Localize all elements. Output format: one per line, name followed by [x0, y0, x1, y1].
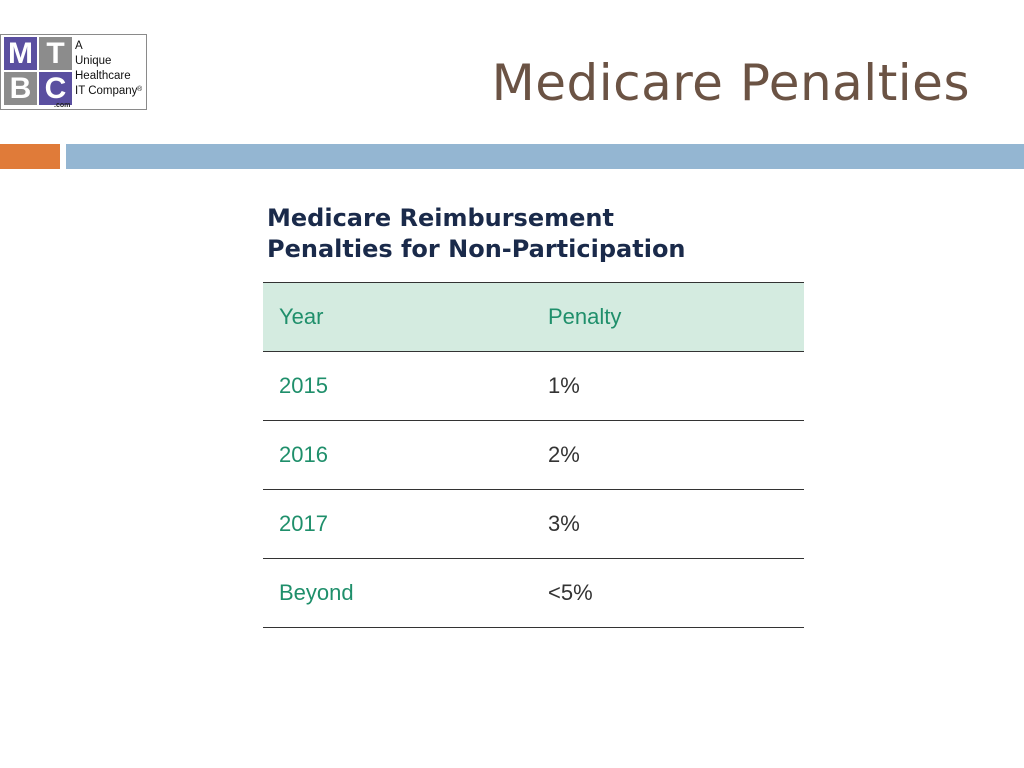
- registered-mark: ®: [137, 86, 143, 93]
- logo-tagline-line: Unique: [75, 55, 112, 67]
- logo-dotcom: .com: [54, 102, 71, 109]
- column-header-penalty: Penalty: [548, 304, 622, 329]
- company-logo: M T B C .com A Unique Healthcare IT Comp…: [0, 34, 147, 110]
- logo-letter-c: C: [39, 72, 72, 105]
- table-heading-line2: Penalties for Non-Participation: [267, 235, 686, 263]
- table-row: 2017 3%: [263, 490, 804, 559]
- table-header-row: Year Penalty: [263, 283, 804, 352]
- accent-bar-blue: [66, 144, 1024, 169]
- penalty-cell: 2%: [548, 442, 580, 467]
- logo-tagline-line: Healthcare: [75, 70, 131, 82]
- column-header-year: Year: [279, 304, 324, 329]
- accent-bar-orange: [0, 144, 60, 169]
- logo-tagline-line: IT Company: [75, 85, 138, 97]
- year-cell: 2017: [279, 511, 328, 536]
- logo-letter-b: B: [4, 72, 37, 105]
- penalty-cell: 3%: [548, 511, 580, 536]
- penalty-cell: 1%: [548, 373, 580, 398]
- table-row: 2015 1%: [263, 352, 804, 421]
- slide-title: Medicare Penalties: [491, 54, 970, 112]
- logo-tagline: A Unique Healthcare IT Company: [75, 39, 137, 99]
- logo-tagline-line: A: [75, 40, 83, 52]
- table-row: Beyond <5%: [263, 559, 804, 628]
- year-cell: 2016: [279, 442, 328, 467]
- logo-letter-t: T: [39, 37, 72, 70]
- logo-letter-m: M: [4, 37, 37, 70]
- table-heading-line1: Medicare Reimbursement: [267, 204, 614, 232]
- table-row: 2016 2%: [263, 421, 804, 490]
- table-heading: Medicare Reimbursement Penalties for Non…: [267, 203, 787, 265]
- penalty-table: Year Penalty 2015 1% 2016 2% 2017 3% Bey…: [263, 282, 804, 628]
- penalty-cell: <5%: [548, 580, 593, 605]
- year-cell: 2015: [279, 373, 328, 398]
- year-cell: Beyond: [279, 580, 354, 605]
